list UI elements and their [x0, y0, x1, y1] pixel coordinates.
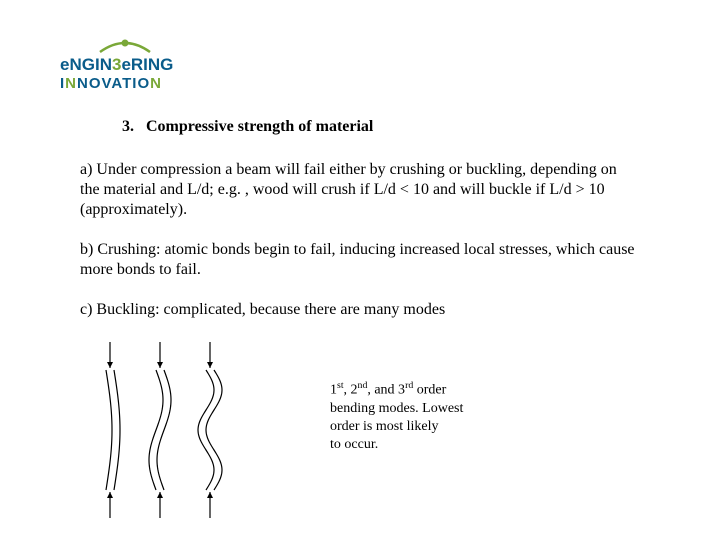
diagram-caption: 1st, 2nd, and 3rd order bending modes. L…: [330, 380, 530, 454]
paragraph-c: c) Buckling: complicated, because there …: [80, 300, 640, 320]
caption-l4: to occur.: [330, 437, 378, 452]
svg-text:eNGIN3eRING: eNGIN3eRING: [60, 55, 173, 74]
caption-sup3: rd: [405, 380, 413, 391]
section-title: 3. Compressive strength of material: [122, 118, 373, 136]
caption-l2: bending modes. Lowest: [330, 401, 463, 416]
caption-2: , 2: [344, 383, 358, 398]
paragraph-a: a) Under compression a beam will fail ei…: [80, 160, 640, 220]
caption-3: , and 3: [367, 383, 405, 398]
logo-svg: eNGIN3eRING INNOVATION: [60, 38, 200, 98]
caption-1: 1: [330, 383, 337, 398]
modes-svg: [90, 332, 290, 522]
buckling-modes-diagram: [90, 332, 290, 527]
page-root: eNGIN3eRING INNOVATION 3. Compressive st…: [0, 0, 720, 540]
caption-sup2: nd: [358, 380, 368, 391]
section-number: 3.: [122, 118, 134, 135]
caption-4: order: [413, 383, 446, 398]
caption-l3: order is most likely: [330, 419, 439, 434]
svg-text:INNOVATION: INNOVATION: [60, 75, 162, 92]
section-title-text: Compressive strength of material: [146, 118, 373, 135]
brand-logo: eNGIN3eRING INNOVATION: [60, 38, 200, 103]
paragraph-b: b) Crushing: atomic bonds begin to fail,…: [80, 240, 640, 280]
